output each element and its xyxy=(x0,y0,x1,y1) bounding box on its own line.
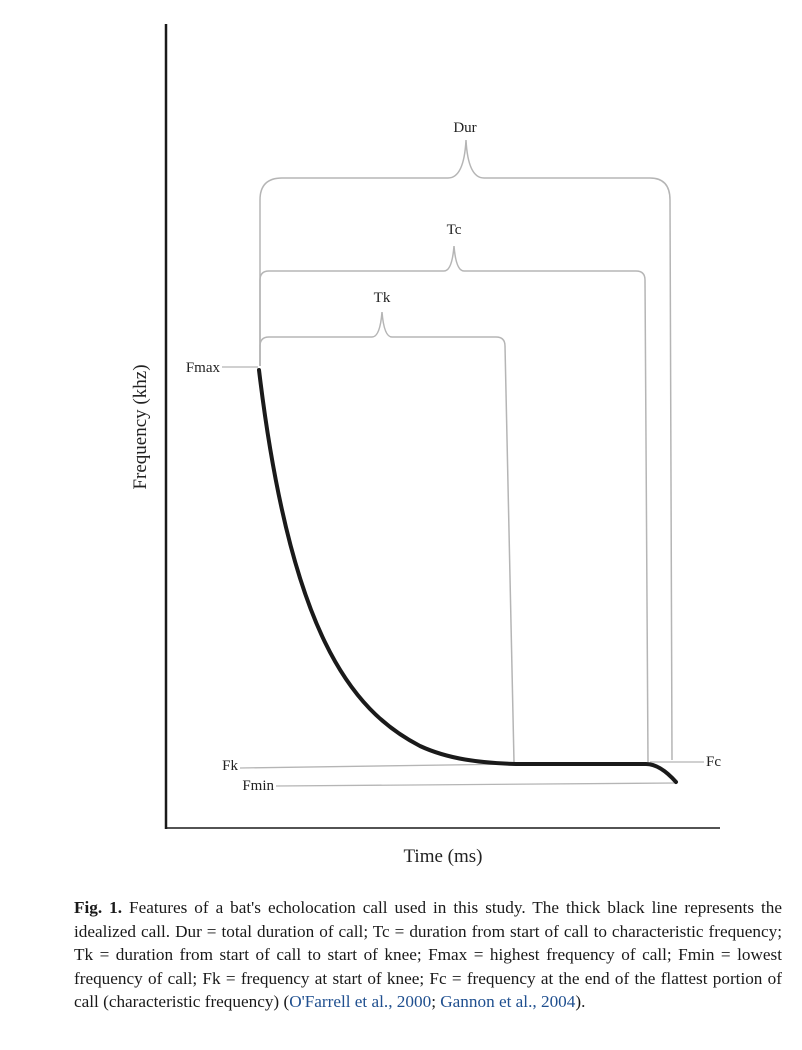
tk-bracket xyxy=(259,311,515,763)
fmin-line xyxy=(275,782,677,787)
caption-text: Features of a bat's echolocation call us… xyxy=(74,898,782,1011)
call-features-diagram: Frequency (khz) Time (ms) Dur Tc Tk Fmax… xyxy=(130,24,721,867)
tc-bracket xyxy=(259,245,649,763)
reference-link-gannon[interactable]: Gannon et al., 2004 xyxy=(440,992,576,1011)
y-axis-title: Frequency (khz) xyxy=(130,364,151,489)
figure-caption: Fig. 1. Features of a bat's echolocation… xyxy=(74,896,782,1014)
caption-label: Fig. 1. xyxy=(74,898,123,917)
fc-label: Fc xyxy=(706,754,721,770)
fmin-label: Fmin xyxy=(242,778,274,794)
dur-bracket xyxy=(259,139,673,761)
tc-label: Tc xyxy=(447,222,462,238)
x-axis-title: Time (ms) xyxy=(403,846,482,867)
idealized-call-curve xyxy=(257,368,678,784)
fk-label: Fk xyxy=(222,758,238,774)
fmax-label: Fmax xyxy=(186,360,221,376)
reference-link-ofarrell[interactable]: O'Farrell et al., 2000 xyxy=(289,992,432,1011)
fk-line xyxy=(239,763,517,769)
caption-ending: ). xyxy=(575,992,586,1011)
caption-separator: ; xyxy=(431,992,441,1011)
tk-label: Tk xyxy=(374,290,391,306)
dur-label: Dur xyxy=(453,120,476,136)
